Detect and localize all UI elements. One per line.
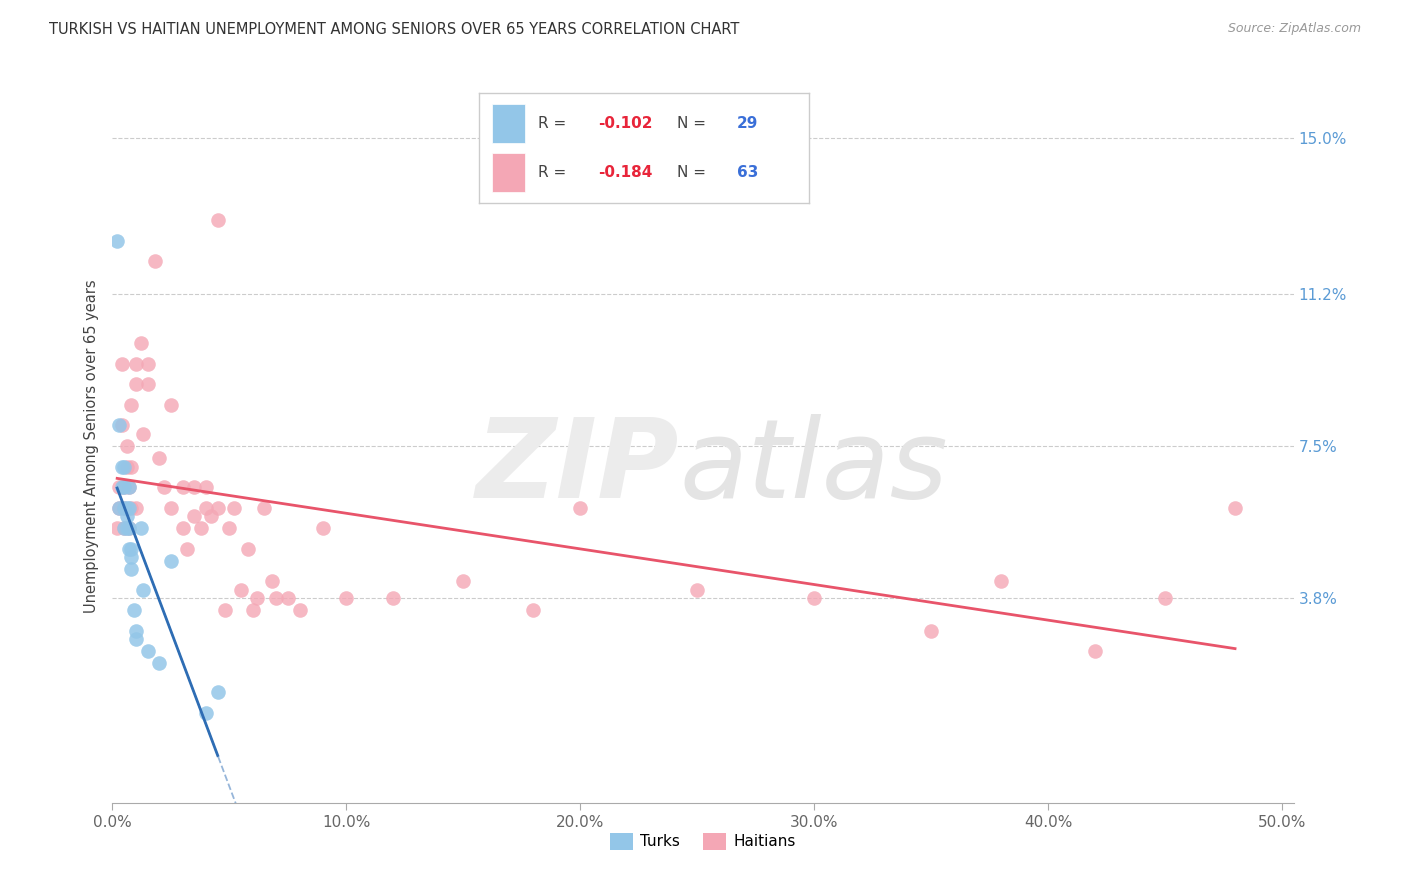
Point <box>111 357 134 371</box>
Point <box>118 521 141 535</box>
Point <box>569 500 592 515</box>
Text: Source: ZipAtlas.com: Source: ZipAtlas.com <box>1227 22 1361 36</box>
Point <box>120 398 142 412</box>
Y-axis label: Unemployment Among Seniors over 65 years: Unemployment Among Seniors over 65 years <box>83 279 98 613</box>
Point <box>118 480 141 494</box>
Point <box>120 549 142 564</box>
Point <box>172 480 194 494</box>
Point <box>112 480 135 494</box>
Point <box>136 644 159 658</box>
Point <box>115 439 138 453</box>
Point <box>148 451 170 466</box>
Point <box>115 521 138 535</box>
Point <box>108 480 131 494</box>
Point <box>236 541 259 556</box>
Point <box>125 377 148 392</box>
Point <box>222 500 245 515</box>
Point <box>108 500 131 515</box>
Point <box>120 562 142 576</box>
Point <box>136 357 159 371</box>
Point <box>111 480 134 494</box>
Point <box>136 377 159 392</box>
Point <box>125 357 148 371</box>
Point <box>229 582 252 597</box>
Point <box>118 500 141 515</box>
Point <box>253 500 276 515</box>
Point <box>200 508 222 523</box>
Point <box>277 591 299 605</box>
Point <box>1154 591 1177 605</box>
Point <box>288 603 311 617</box>
Point <box>115 459 138 474</box>
Point <box>990 574 1012 589</box>
Point <box>112 521 135 535</box>
Point <box>132 582 155 597</box>
Point <box>108 418 131 433</box>
Point <box>105 234 128 248</box>
Point <box>112 521 135 535</box>
Point <box>214 603 236 617</box>
Point <box>183 480 205 494</box>
Point <box>111 418 134 433</box>
Point <box>686 582 709 597</box>
Point <box>125 624 148 638</box>
Point <box>112 459 135 474</box>
Legend: Turks, Haitians: Turks, Haitians <box>603 827 803 855</box>
Point <box>207 213 229 227</box>
Point <box>129 336 152 351</box>
Point <box>120 500 142 515</box>
Point <box>260 574 283 589</box>
Point <box>112 500 135 515</box>
Point <box>160 554 183 568</box>
Point <box>242 603 264 617</box>
Point <box>172 521 194 535</box>
Point <box>264 591 287 605</box>
Point <box>522 603 544 617</box>
Point <box>112 480 135 494</box>
Point <box>118 541 141 556</box>
Text: atlas: atlas <box>679 414 948 521</box>
Point <box>195 500 218 515</box>
Point <box>176 541 198 556</box>
Point <box>125 500 148 515</box>
Point <box>246 591 269 605</box>
Point <box>1223 500 1246 515</box>
Point <box>382 591 405 605</box>
Text: TURKISH VS HAITIAN UNEMPLOYMENT AMONG SENIORS OVER 65 YEARS CORRELATION CHART: TURKISH VS HAITIAN UNEMPLOYMENT AMONG SE… <box>49 22 740 37</box>
Point <box>115 500 138 515</box>
Point <box>803 591 825 605</box>
Point <box>129 521 152 535</box>
Point <box>1084 644 1107 658</box>
Point <box>195 706 218 720</box>
Point <box>112 500 135 515</box>
Point <box>195 480 218 494</box>
Point <box>920 624 942 638</box>
Point <box>105 521 128 535</box>
Point <box>118 521 141 535</box>
Point <box>120 459 142 474</box>
Point <box>111 459 134 474</box>
Point <box>115 508 138 523</box>
Point <box>312 521 335 535</box>
Point <box>453 574 475 589</box>
Point <box>153 480 176 494</box>
Point <box>160 398 183 412</box>
Point <box>148 657 170 671</box>
Point <box>183 508 205 523</box>
Point <box>335 591 357 605</box>
Point <box>143 254 166 268</box>
Point <box>120 541 142 556</box>
Point <box>160 500 183 515</box>
Point <box>218 521 240 535</box>
Point <box>118 480 141 494</box>
Point <box>132 426 155 441</box>
Point <box>207 685 229 699</box>
Point <box>108 500 131 515</box>
Point <box>190 521 212 535</box>
Text: ZIP: ZIP <box>475 414 679 521</box>
Point <box>122 603 145 617</box>
Point <box>207 500 229 515</box>
Point <box>125 632 148 646</box>
